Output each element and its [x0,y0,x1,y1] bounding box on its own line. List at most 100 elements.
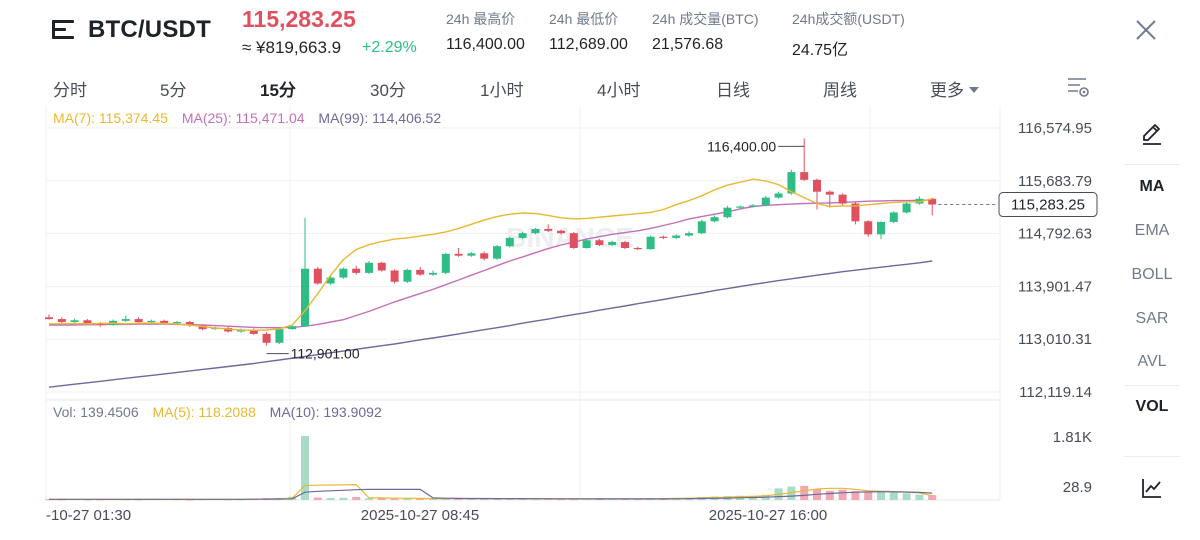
time-axis-label: 2025-10-27 08:45 [361,507,479,524]
ma99-legend: MA(99): 114,406.52 [318,110,442,126]
stat-label: 24h 最低价 [549,11,619,27]
volume-bar [787,486,796,500]
candle-body [582,240,591,248]
tab-1d[interactable]: 日线 [716,81,750,100]
ma7-legend: MA(7): 115,374.45 [53,110,168,126]
candle-body [633,247,642,250]
candle-body [813,179,821,192]
indicator-sar[interactable]: SAR [1135,310,1169,327]
candle-body [134,319,143,323]
trading-pair-title[interactable]: BTC/USDT [88,16,211,43]
candle-body [147,320,156,323]
last-price: 115,283.25 [242,6,356,32]
candle-body [45,317,53,320]
stat-label: 24h成交额(USDT) [792,11,905,27]
pencil-icon[interactable] [1140,122,1164,146]
grid-lines [45,106,1001,501]
candle-body [710,217,719,222]
volume-ma10-line [49,488,933,500]
candle-body [544,229,553,231]
volume-ma5-line [49,483,933,500]
menu-icon[interactable] [52,20,74,40]
high-price-marker: 116,400.00 [707,138,776,154]
stat-24h-turnover-usdt: 24h成交额(USDT) 24.75亿 [792,9,905,60]
price-axis-label: 113,901.47 [1018,278,1092,295]
candle-body [774,193,783,198]
candle-body [403,269,412,282]
candle-body [365,262,373,273]
indicator-vol[interactable]: VOL [1135,398,1169,415]
tab-30m[interactable]: 30分 [370,81,406,100]
volume-axis-label: 28.9 [1063,479,1092,496]
volume-bar [83,499,92,501]
indicator-avl[interactable]: AVL [1137,353,1167,370]
stat-24h-volume-btc: 24h 成交量(BTC) 21,576.68 [652,9,759,54]
volume-bar [390,498,399,500]
candle-body [928,198,937,205]
header: BTC/USDT 115,283.25 ≈ ¥819,663.9 +2.29% … [0,0,1200,66]
candle-body [697,221,706,234]
volume-axis-label: 1.81K [1053,429,1092,446]
volume-bar [301,436,309,500]
candle-body [749,205,757,207]
ma7-line [49,178,933,332]
vol-ma5-legend: MA(5): 118.2088 [152,404,256,420]
volume-bar [800,485,809,500]
tab-1h[interactable]: 1小时 [480,81,524,100]
tab-1w[interactable]: 周线 [823,81,857,100]
divider [1124,456,1180,457]
vol-legend: Vol: 139.4506 MA(5): 118.2088 MA(10): 19… [53,404,392,420]
price-axis-label: 113,010.31 [1018,331,1092,348]
candle-body [685,233,693,236]
indicator-ema[interactable]: EMA [1134,222,1170,239]
candle-body [851,203,860,222]
stat-value: 116,400.00 [446,36,525,53]
volume-bar [749,496,757,500]
volume-bar [185,499,194,501]
low-price-marker: 112,901.00 [291,346,360,362]
tab-5m[interactable]: 5分 [160,81,187,100]
volume-bar [416,498,425,500]
candle-body [736,206,745,208]
time-axis-label: 2025-10-27 16:00 [709,507,827,524]
current-price-tag: 115,283.25 [1011,197,1085,214]
candle-body [800,172,809,180]
line-chart-icon[interactable] [1140,476,1164,500]
indicator-boll[interactable]: BOLL [1131,266,1173,283]
volume-bar [326,498,335,500]
candle-body [173,322,181,324]
volume-bar [544,498,553,500]
candle-body [454,253,463,256]
candle-body [518,233,527,238]
candle-body [569,233,578,248]
candle-body [723,207,732,218]
tab-4h[interactable]: 4小时 [597,81,641,100]
tab-fenshi[interactable]: 分时 [53,81,87,100]
candle-body [672,235,681,238]
indicator-ma[interactable]: MA [1139,178,1165,195]
candle-body [825,191,834,195]
candle-body [761,197,770,206]
candle-body [608,242,617,246]
candle-body [467,253,476,256]
volume-bar [480,498,489,500]
tab-15m[interactable]: 15分 [260,81,296,100]
volume-bar [403,498,412,500]
chart-settings-icon[interactable] [1066,76,1090,98]
candle-body [377,262,386,271]
close-icon[interactable] [1134,18,1158,42]
candle-body [160,320,169,324]
volume-bar [569,499,578,501]
volume-bar [352,496,361,500]
candle-body [505,237,514,247]
candle-body [70,320,79,323]
tab-more[interactable]: 更多 [930,76,979,101]
volume-bar [313,497,322,500]
volume-bar [633,499,642,501]
price-axis-label: 114,792.63 [1018,226,1092,243]
volume-bar [493,498,501,500]
candle-body [83,320,92,324]
stat-label: 24h 最高价 [446,11,516,27]
